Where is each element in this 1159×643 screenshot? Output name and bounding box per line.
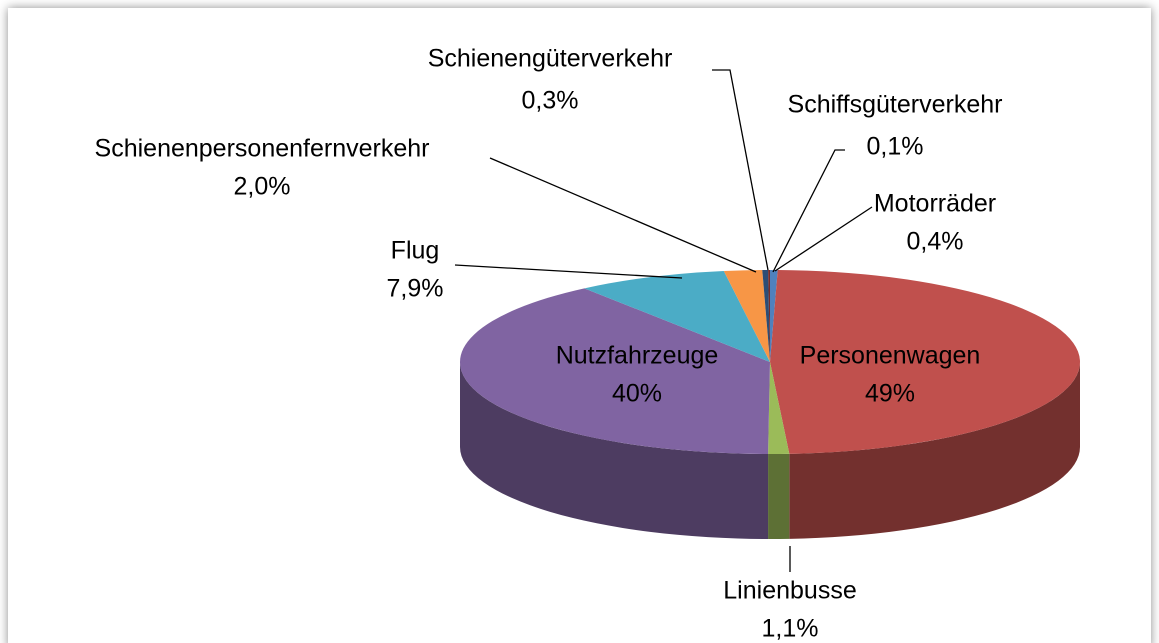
slice-sides [460, 362, 1080, 539]
value-label: 0,1% [867, 133, 924, 161]
slice-name: Linienbusse [723, 577, 856, 605]
slice-side [789, 362, 1080, 539]
slice-name: Schienenpersonenfernverkehr [95, 135, 430, 163]
slice [770, 270, 1080, 454]
slice-tops [460, 270, 1080, 454]
labels: Motorräder 0,4% Personenwagen 49% Linienbuss… [95, 45, 1003, 643]
leader-line [772, 149, 845, 273]
value-label: 40% [612, 380, 662, 408]
slice-side [768, 453, 790, 539]
slice [723, 270, 770, 362]
value-label: 2,0% [234, 173, 291, 201]
value-label: 0,4% [907, 228, 964, 256]
value-label: 1,1% [762, 615, 819, 643]
slice [762, 270, 770, 362]
leader-line [454, 264, 683, 279]
slice-name: Nutzfahrzeuge [556, 342, 719, 370]
value-label: 0,3% [522, 87, 579, 115]
value-label: 49% [865, 380, 915, 408]
slice-name: Personenwagen [800, 342, 981, 370]
slice [768, 362, 790, 454]
slice-side [460, 362, 769, 539]
slice-name: Schiffsgüterverkehr [788, 91, 1003, 119]
slice-name: Motorräder [874, 190, 996, 218]
leader-line [489, 157, 757, 273]
slice [770, 270, 778, 362]
value-label: 7,9% [387, 275, 444, 303]
slice [584, 271, 770, 362]
leader-line [712, 69, 769, 271]
slice-name: Schienengüterverkehr [428, 45, 673, 73]
slice [460, 288, 770, 454]
slice [768, 270, 770, 362]
leader-line [774, 206, 873, 272]
slice-name: Flug [391, 237, 440, 265]
